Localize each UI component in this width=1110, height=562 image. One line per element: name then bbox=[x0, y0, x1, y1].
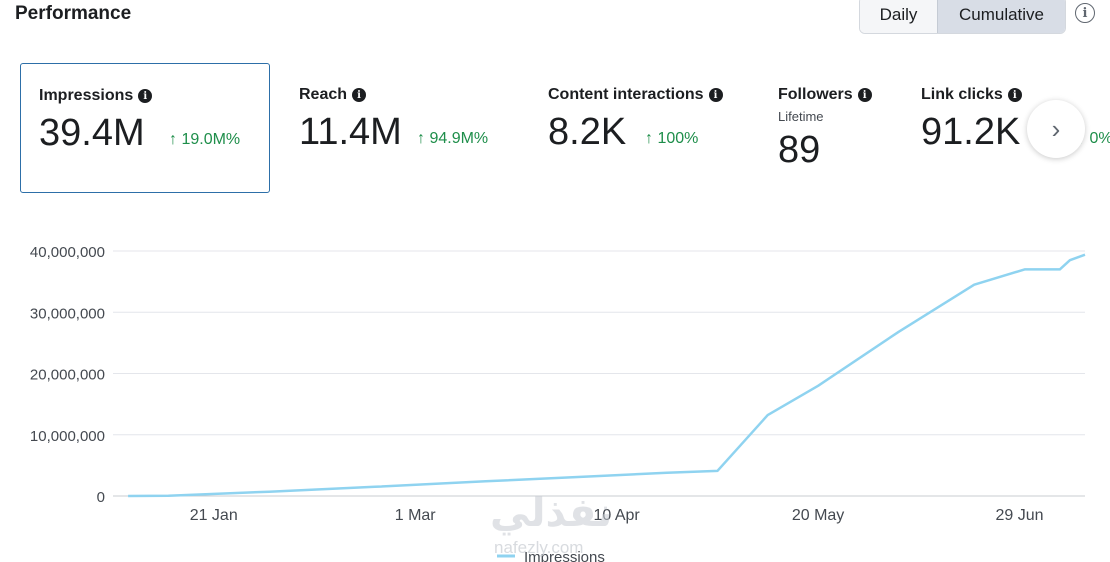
info-icon[interactable]: i bbox=[352, 88, 367, 102]
x-tick-label: 29 Jun bbox=[996, 507, 1044, 524]
info-icon[interactable]: i bbox=[857, 88, 872, 102]
metric-card-reach[interactable]: Reach i 11.4M ↑ 94.9M% bbox=[280, 63, 520, 193]
info-icon[interactable]: i bbox=[708, 88, 723, 102]
view-toggle[interactable]: Daily Cumulative bbox=[859, 0, 1066, 34]
x-tick-label: 10 Apr bbox=[593, 507, 640, 524]
metric-value: 39.4M bbox=[39, 112, 145, 154]
metric-card-content-interactions[interactable]: Content interactions i 8.2K ↑ 100% bbox=[530, 63, 755, 193]
arrow-up-icon: ↑ bbox=[417, 130, 430, 147]
metric-label: Content interactions bbox=[548, 86, 704, 103]
info-icon[interactable]: i bbox=[1075, 3, 1095, 23]
chevron-right-icon: › bbox=[1051, 113, 1061, 144]
metric-label: Reach bbox=[299, 86, 348, 103]
metric-change: ↑ 19.0M% bbox=[169, 131, 241, 148]
x-tick-label: 20 May bbox=[792, 507, 844, 524]
arrow-up-icon: ↑ bbox=[169, 131, 182, 148]
metric-label: Followers bbox=[778, 86, 853, 103]
y-tick-label: 0 bbox=[97, 489, 105, 506]
daily-toggle-button[interactable]: Daily bbox=[860, 0, 937, 33]
metric-value: 11.4M bbox=[299, 111, 402, 153]
info-icon[interactable]: i bbox=[1007, 88, 1022, 102]
metric-value: 91.2K bbox=[921, 111, 1021, 153]
y-tick-label: 10,000,000 bbox=[30, 428, 105, 445]
metric-card-followers[interactable]: Followers i Lifetime 89 bbox=[760, 63, 900, 193]
y-tick-label: 20,000,000 bbox=[30, 367, 105, 384]
arrow-up-icon: ↑ bbox=[645, 130, 658, 147]
impressions-line-chart: 40,000,000 30,000,000 20,000,000 10,000,000… bbox=[30, 244, 1086, 562]
info-icon[interactable]: i bbox=[138, 89, 153, 103]
y-tick-label: 40,000,000 bbox=[30, 244, 105, 261]
metric-value: 8.2K bbox=[548, 111, 627, 153]
x-tick-label: 21 Jan bbox=[190, 507, 238, 524]
legend-label: Impressions bbox=[524, 549, 605, 562]
metric-label: Impressions bbox=[39, 87, 134, 104]
metric-card-impressions[interactable]: Impressions i 39.4M ↑ 19.0M% bbox=[20, 63, 270, 193]
metric-change: ↑ 100% bbox=[645, 130, 699, 147]
next-metrics-button[interactable]: › bbox=[1027, 100, 1085, 158]
metric-sublabel: Lifetime bbox=[778, 109, 824, 124]
y-tick-label: 30,000,000 bbox=[30, 305, 105, 322]
metric-change: ↑ 94.9M% bbox=[417, 130, 489, 147]
metric-value: 89 bbox=[778, 129, 821, 171]
page-title: Performance bbox=[15, 3, 132, 24]
metric-label: Link clicks bbox=[921, 86, 1003, 103]
cumulative-toggle-button[interactable]: Cumulative bbox=[937, 0, 1065, 33]
watermark-url: nafezly.com bbox=[494, 538, 584, 557]
series-line-impressions bbox=[128, 253, 1086, 498]
x-tick-label: 1 Mar bbox=[395, 507, 437, 524]
watermark-logo: نفذلي bbox=[490, 491, 613, 535]
metric-card-link-clicks[interactable]: Link clicks i 91.2K ↑ 0% bbox=[905, 63, 1110, 193]
